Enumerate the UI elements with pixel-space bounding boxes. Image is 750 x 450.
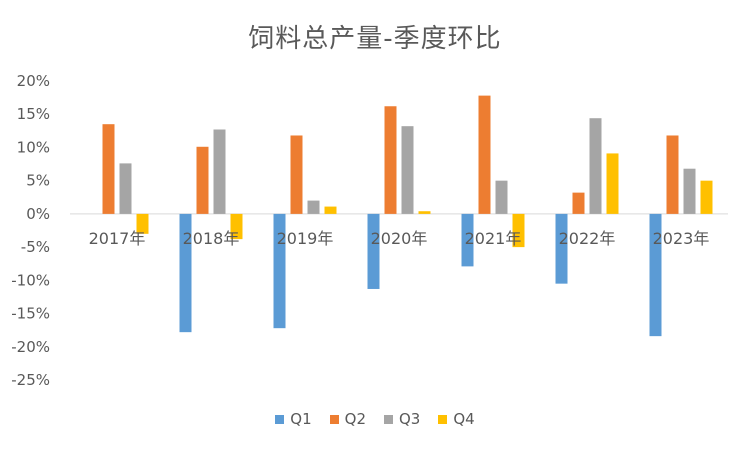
bar-q3-1: [214, 130, 226, 214]
bar-q1-5: [556, 214, 568, 284]
x-tick-label: 2022年: [559, 229, 616, 248]
bar-q3-6: [684, 169, 696, 214]
legend-item-q3: Q3: [384, 410, 420, 428]
bar-q4-3: [419, 211, 431, 214]
y-tick-label: -15%: [11, 305, 50, 323]
bar-q4-2: [325, 207, 337, 214]
bar-q4-5: [607, 153, 619, 213]
bar-q2-2: [291, 135, 303, 213]
legend-item-q1: Q1: [275, 410, 311, 428]
y-tick-label: 0%: [26, 205, 50, 223]
y-tick-label: 15%: [17, 105, 50, 123]
y-tick-label: 20%: [17, 72, 50, 90]
legend-label: Q1: [290, 410, 311, 428]
y-tick-label: -25%: [11, 371, 50, 389]
bar-q3-3: [402, 126, 414, 214]
legend-label: Q3: [399, 410, 420, 428]
legend-swatch: [438, 415, 447, 424]
bar-q2-5: [573, 193, 585, 214]
y-tick-label: -10%: [11, 271, 50, 289]
bar-q3-0: [120, 163, 132, 213]
x-tick-label: 2021年: [465, 229, 522, 248]
legend-label: Q2: [345, 410, 366, 428]
bar-q4-6: [701, 181, 713, 214]
x-tick-label: 2019年: [277, 229, 334, 248]
legend-item-q4: Q4: [438, 410, 474, 428]
bar-q3-4: [496, 181, 508, 214]
bar-q2-4: [479, 96, 491, 214]
y-tick-label: -5%: [21, 238, 50, 256]
legend-swatch: [384, 415, 393, 424]
y-tick-label: 10%: [17, 138, 50, 156]
chart-legend: Q1 Q2 Q3 Q4: [0, 410, 750, 428]
legend-item-q2: Q2: [330, 410, 366, 428]
y-tick-label: -20%: [11, 338, 50, 356]
bar-q3-5: [590, 118, 602, 214]
bar-q2-1: [197, 147, 209, 214]
legend-swatch: [330, 415, 339, 424]
x-tick-label: 2018年: [183, 229, 240, 248]
y-tick-label: 5%: [26, 172, 50, 190]
x-tick-label: 2023年: [653, 229, 710, 248]
x-tick-label: 2017年: [89, 229, 146, 248]
x-tick-label: 2020年: [371, 229, 428, 248]
bar-q2-3: [385, 106, 397, 214]
bar-q2-0: [103, 124, 115, 214]
bar-q1-3: [368, 214, 380, 289]
bar-q3-2: [308, 201, 320, 214]
legend-label: Q4: [453, 410, 474, 428]
bar-q2-6: [667, 135, 679, 213]
legend-swatch: [275, 415, 284, 424]
